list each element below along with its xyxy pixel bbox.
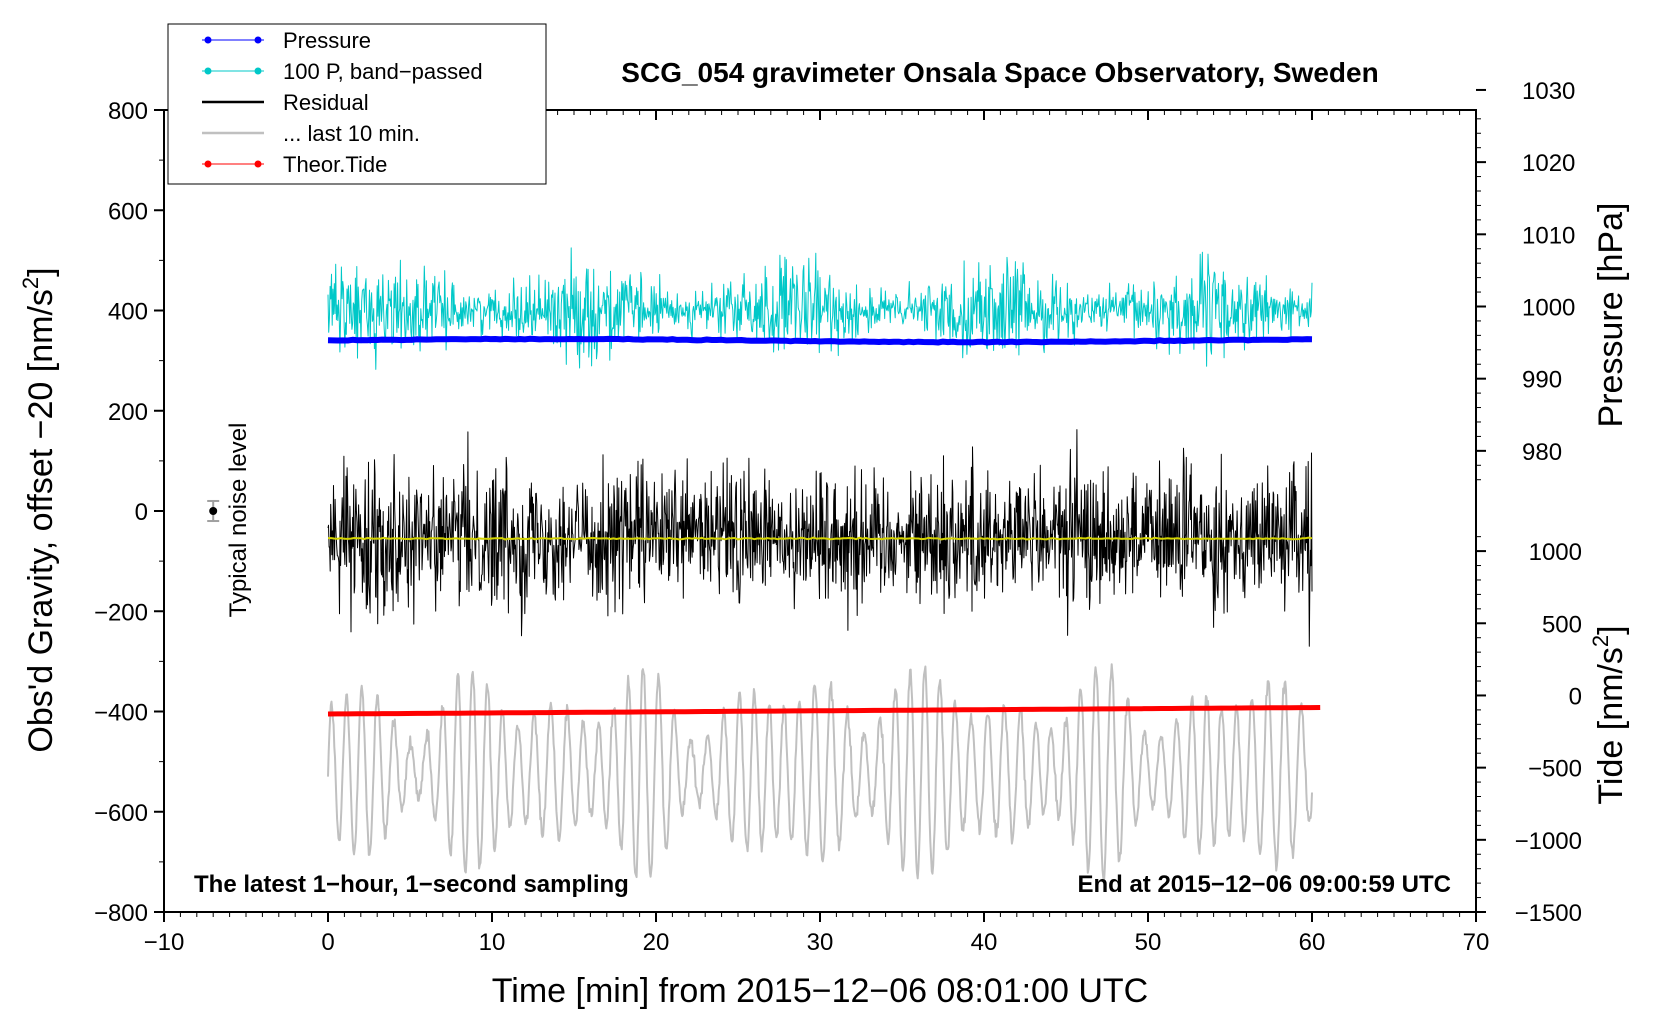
x-tick-label: 20 [643,929,670,956]
legend-box [167,23,547,185]
y-tick-label: 0 [135,499,148,526]
y-tick-label: −800 [94,900,148,927]
legend-dot [254,160,262,168]
x-tick-label: 10 [479,929,506,956]
legend-dot [254,67,262,75]
noise-marker [207,499,220,523]
legend-label: Residual [283,90,369,115]
tide-tick-label: −1500 [1515,900,1582,927]
legend-dot [204,36,212,44]
y-tick-label: −600 [94,800,148,827]
y-tick-label: −200 [94,599,148,626]
legend-label: Theor.Tide [283,152,387,177]
legend-label: 100 P, band−passed [283,59,483,84]
tide-axis-ticks: −1500 −1000 −500 0 500 1000 [1476,536,1582,927]
y-tick-label: 200 [108,399,148,426]
legend-dot [254,36,262,44]
pressure-tick-label: 1030 [1522,78,1575,105]
series-last-10-min [327,663,1313,884]
legend-dot [204,160,212,168]
tide-axis-title-main: Tide [nm/s [1592,647,1630,804]
x-tick-label: −10 [144,929,185,956]
series-pressure [327,335,1313,346]
y-tick-label: −400 [94,700,148,727]
x-tick-label: 70 [1463,929,1490,956]
y-axis-ticks: −800 −600 −400 −200 0 200 400 600 800 [94,98,164,927]
series-band-passed-pressure [327,247,1313,370]
series-residual [327,429,1313,647]
legend-dot [204,67,212,75]
note-left: The latest 1−hour, 1−second sampling [194,871,629,898]
y-tick-label: 400 [108,299,148,326]
tide-tick-label: 0 [1569,683,1582,710]
note-right: End at 2015−12−06 09:00:59 UTC [1077,871,1451,898]
noise-label: Typical noise level [225,423,252,618]
chart-title: SCG_054 gravimeter Onsala Space Observat… [621,57,1378,88]
tide-tick-label: −500 [1528,756,1582,783]
tide-axis-title-tail: ] [1592,625,1630,634]
legend: Pressure 100 P, band−passed Residual ... la… [167,23,547,185]
x-tick-label: 40 [971,929,998,956]
legend-label: ... last 10 min. [283,121,420,146]
tide-tick-label: 500 [1542,611,1582,638]
y-tick-label: 600 [108,198,148,225]
pressure-tick-label: 980 [1522,439,1562,466]
x-tick-label: 0 [321,929,334,956]
tide-axis-title-sup: 2 [1588,635,1613,647]
tide-tick-label: 1000 [1529,539,1582,566]
legend-label: Pressure [283,28,371,53]
x-axis-title: Time [min] from 2015−12−06 08:01:00 UTC [492,972,1148,1010]
pressure-tick-label: 1010 [1522,222,1575,249]
pressure-axis-title: Pressure [hPa] [1592,203,1630,428]
pressure-tick-label: 990 [1522,367,1562,394]
noise-point [209,507,218,515]
y-tick-label: 800 [108,98,148,125]
x-axis-ticks: −10 0 10 20 30 40 50 60 70 [144,110,1490,956]
y-axis-title: Obs'd Gravity, offset −20 [nm/s2] [18,267,60,752]
pressure-tick-label: 1020 [1522,150,1575,177]
series-layer [327,247,1321,884]
x-tick-label: 50 [1135,929,1162,956]
tide-tick-label: −1000 [1515,828,1582,855]
series-theor-tide [327,705,1321,717]
y-axis-title-tail: ] [22,267,60,276]
x-tick-label: 60 [1299,929,1326,956]
y-axis-title-sup: 2 [18,277,43,289]
tide-axis-title: Tide [nm/s2] [1588,625,1630,804]
series-residual-smoothed [328,536,1313,541]
y-axis-title-main: Obs'd Gravity, offset −20 [nm/s [22,289,60,752]
pressure-axis-ticks: 980 990 1000 1010 1020 1030 [1476,78,1575,481]
pressure-tick-label: 1000 [1522,294,1575,321]
x-tick-label: 30 [807,929,834,956]
